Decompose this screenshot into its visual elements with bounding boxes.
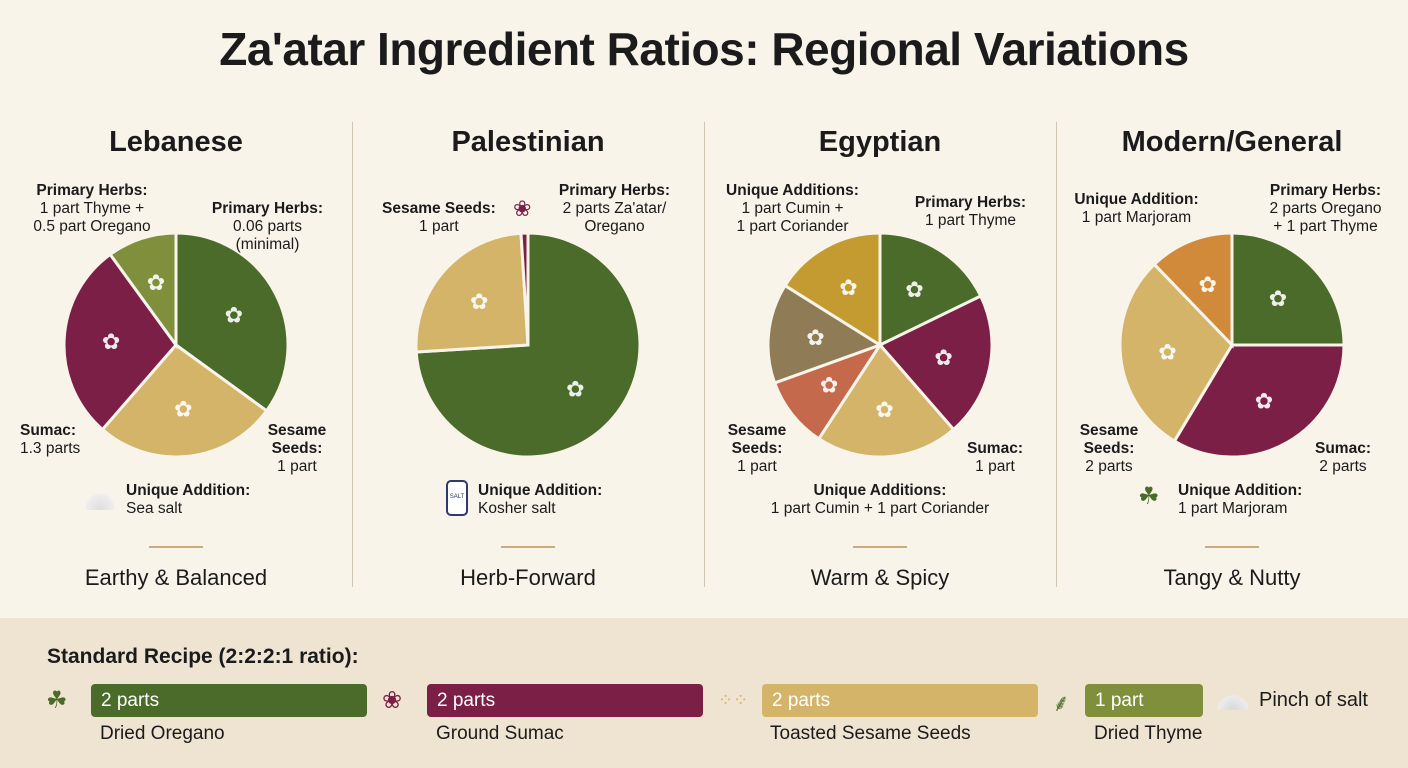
- label-modern-herbs: Primary Herbs: 2 parts Oregano + 1 part Th…: [1269, 182, 1382, 235]
- label-palestinian-unique: Unique Addition: Kosher salt: [478, 482, 603, 517]
- separator: [1205, 546, 1259, 548]
- page-title: Za'atar Ingredient Ratios: Regional Vari…: [219, 23, 1189, 75]
- slice-icon-2-2: ✿: [875, 397, 893, 422]
- pie-slice-2-0: [878, 231, 983, 348]
- pie-slice-0-3: [108, 231, 178, 350]
- sumac-berry-icon: ❀: [513, 196, 532, 221]
- slice-icon-3-3: ✿: [1198, 272, 1216, 297]
- label-egyptian-sumac: Sumac: 1 part: [967, 440, 1023, 475]
- separator: [149, 546, 203, 548]
- bar-sumac: 2 parts: [427, 684, 703, 717]
- marjoram-leaf-icon: ☘: [1138, 483, 1160, 510]
- slice-icon-2-5: ✿: [839, 275, 857, 300]
- slice-icon-3-0: ✿: [1269, 286, 1287, 311]
- slice-icon-1-1: ✿: [470, 289, 488, 314]
- pie-slice-2-1: [877, 294, 994, 432]
- label-thyme: Dried Thyme: [1094, 723, 1203, 744]
- separator: [501, 546, 555, 548]
- label-egyptian-unique-top: Unique Additions: 1 part Cumin +1 part Co…: [726, 182, 859, 235]
- standard-recipe-title: Standard Recipe (2:2:2:1 ratio):: [47, 645, 359, 668]
- pie-slice-0-0: [174, 231, 290, 413]
- label-modern-sesame: Sesame Seeds: 2 parts: [1079, 422, 1139, 475]
- tagline-modern: Tangy & Nutty: [1163, 565, 1301, 590]
- slice-icon-2-3: ✿: [820, 372, 838, 397]
- slice-icon-2-1: ✿: [934, 345, 952, 370]
- pie-slice-2-4: [766, 283, 884, 385]
- slice-icon-0-2: ✿: [102, 329, 120, 354]
- pie-slice-2-5: [782, 231, 882, 348]
- label-egyptian-herbs: Primary Herbs: 1 part Thyme: [914, 194, 1027, 229]
- tagline-egyptian: Warm & Spicy: [810, 565, 950, 590]
- label-lebanese-sesame: Sesame Seeds: 1 part: [267, 422, 327, 475]
- lebanese-heading: Lebanese: [109, 126, 243, 158]
- label-egyptian-unique: Unique Additions: 1 part Cumin + 1 part C…: [770, 482, 990, 517]
- slice-icon-2-0: ✿: [905, 277, 923, 302]
- label-palestinian-sesame: Sesame Seeds: 1 part: [382, 200, 496, 235]
- egyptian-heading: Egyptian: [818, 126, 942, 158]
- column-divider: [704, 122, 705, 587]
- label-lebanese-herbs-b: Primary Herbs: 0.06 parts (minimal): [211, 200, 324, 253]
- label-modern-unique: Unique Addition: 1 part Marjoram: [1178, 482, 1303, 517]
- oregano-leaf-icon: ☘: [46, 687, 68, 714]
- modern-heading: Modern/General: [1121, 126, 1343, 158]
- slice-icon-0-0: ✿: [225, 303, 243, 328]
- pie-slice-0-2: [62, 252, 178, 432]
- pie-slice-3-0: [1230, 231, 1346, 347]
- sumac-berry-icon: ❀: [382, 687, 403, 714]
- label-modern-sumac: Sumac: 2 parts: [1315, 440, 1371, 475]
- slice-icon-2-4: ✿: [806, 325, 824, 350]
- label-oregano: Dried Oregano: [100, 723, 225, 744]
- slice-icon-0-3: ✿: [147, 270, 165, 295]
- bar-sesame: 2 parts: [762, 684, 1038, 717]
- slice-icon-3-1: ✿: [1255, 389, 1273, 414]
- palestinian-heading: Palestinian: [451, 126, 605, 158]
- kosher-salt-jar-icon: SALT: [446, 480, 468, 516]
- label-sumac: Ground Sumac: [436, 723, 564, 744]
- label-salt: Pinch of salt: [1259, 689, 1368, 711]
- slice-icon-1-0: ✿: [566, 376, 584, 401]
- label-egyptian-sesame: Sesame Seeds: 1 part: [727, 422, 787, 475]
- column-divider: [352, 122, 353, 587]
- bar-oregano: 2 parts: [91, 684, 367, 717]
- pie-slice-1-2: [519, 231, 530, 346]
- label-lebanese-unique: Unique Addition: Sea salt: [126, 482, 251, 517]
- slice-icon-3-2: ✿: [1158, 339, 1176, 364]
- label-lebanese-sumac: Sumac: 1.3 parts: [20, 422, 81, 457]
- sesame-seeds-icon: ⁘⁘: [718, 690, 749, 710]
- label-lebanese-herbs-a: Primary Herbs: 1 part Thyme +0.5 part Ore…: [33, 182, 151, 235]
- slice-icon-0-1: ✿: [174, 397, 192, 422]
- label-palestinian-herbs: Primary Herbs: 2 parts Za'atar/Oregano: [558, 182, 671, 235]
- pie-slice-2-2: [816, 342, 956, 459]
- pie-slice-1-1: [414, 231, 530, 354]
- label-modern-unique-top: Unique Addition: 1 part Marjoram: [1074, 191, 1199, 226]
- thyme-sprig-icon: ⸙: [1052, 690, 1070, 717]
- tagline-palestinian: Herb-Forward: [460, 565, 596, 590]
- pie-charts: ✿ ✿ ✿ ✿ ✿ ✿ ✿ ✿ ✿ ✿ ✿ ✿ ✿ ✿ ✿ ✿: [62, 231, 1346, 459]
- pie-slice-0-1: [100, 342, 269, 459]
- bar-thyme: 1 part: [1085, 684, 1203, 717]
- tagline-lebanese: Earthy & Balanced: [84, 565, 268, 590]
- salt-pile-icon: [1214, 692, 1252, 710]
- sea-salt-icon: [82, 490, 118, 510]
- label-sesame: Toasted Sesame Seeds: [770, 723, 971, 744]
- separator: [853, 546, 907, 548]
- pie-slice-3-2: [1118, 262, 1234, 444]
- column-divider: [1056, 122, 1057, 587]
- pie-slice-3-3: [1152, 231, 1234, 349]
